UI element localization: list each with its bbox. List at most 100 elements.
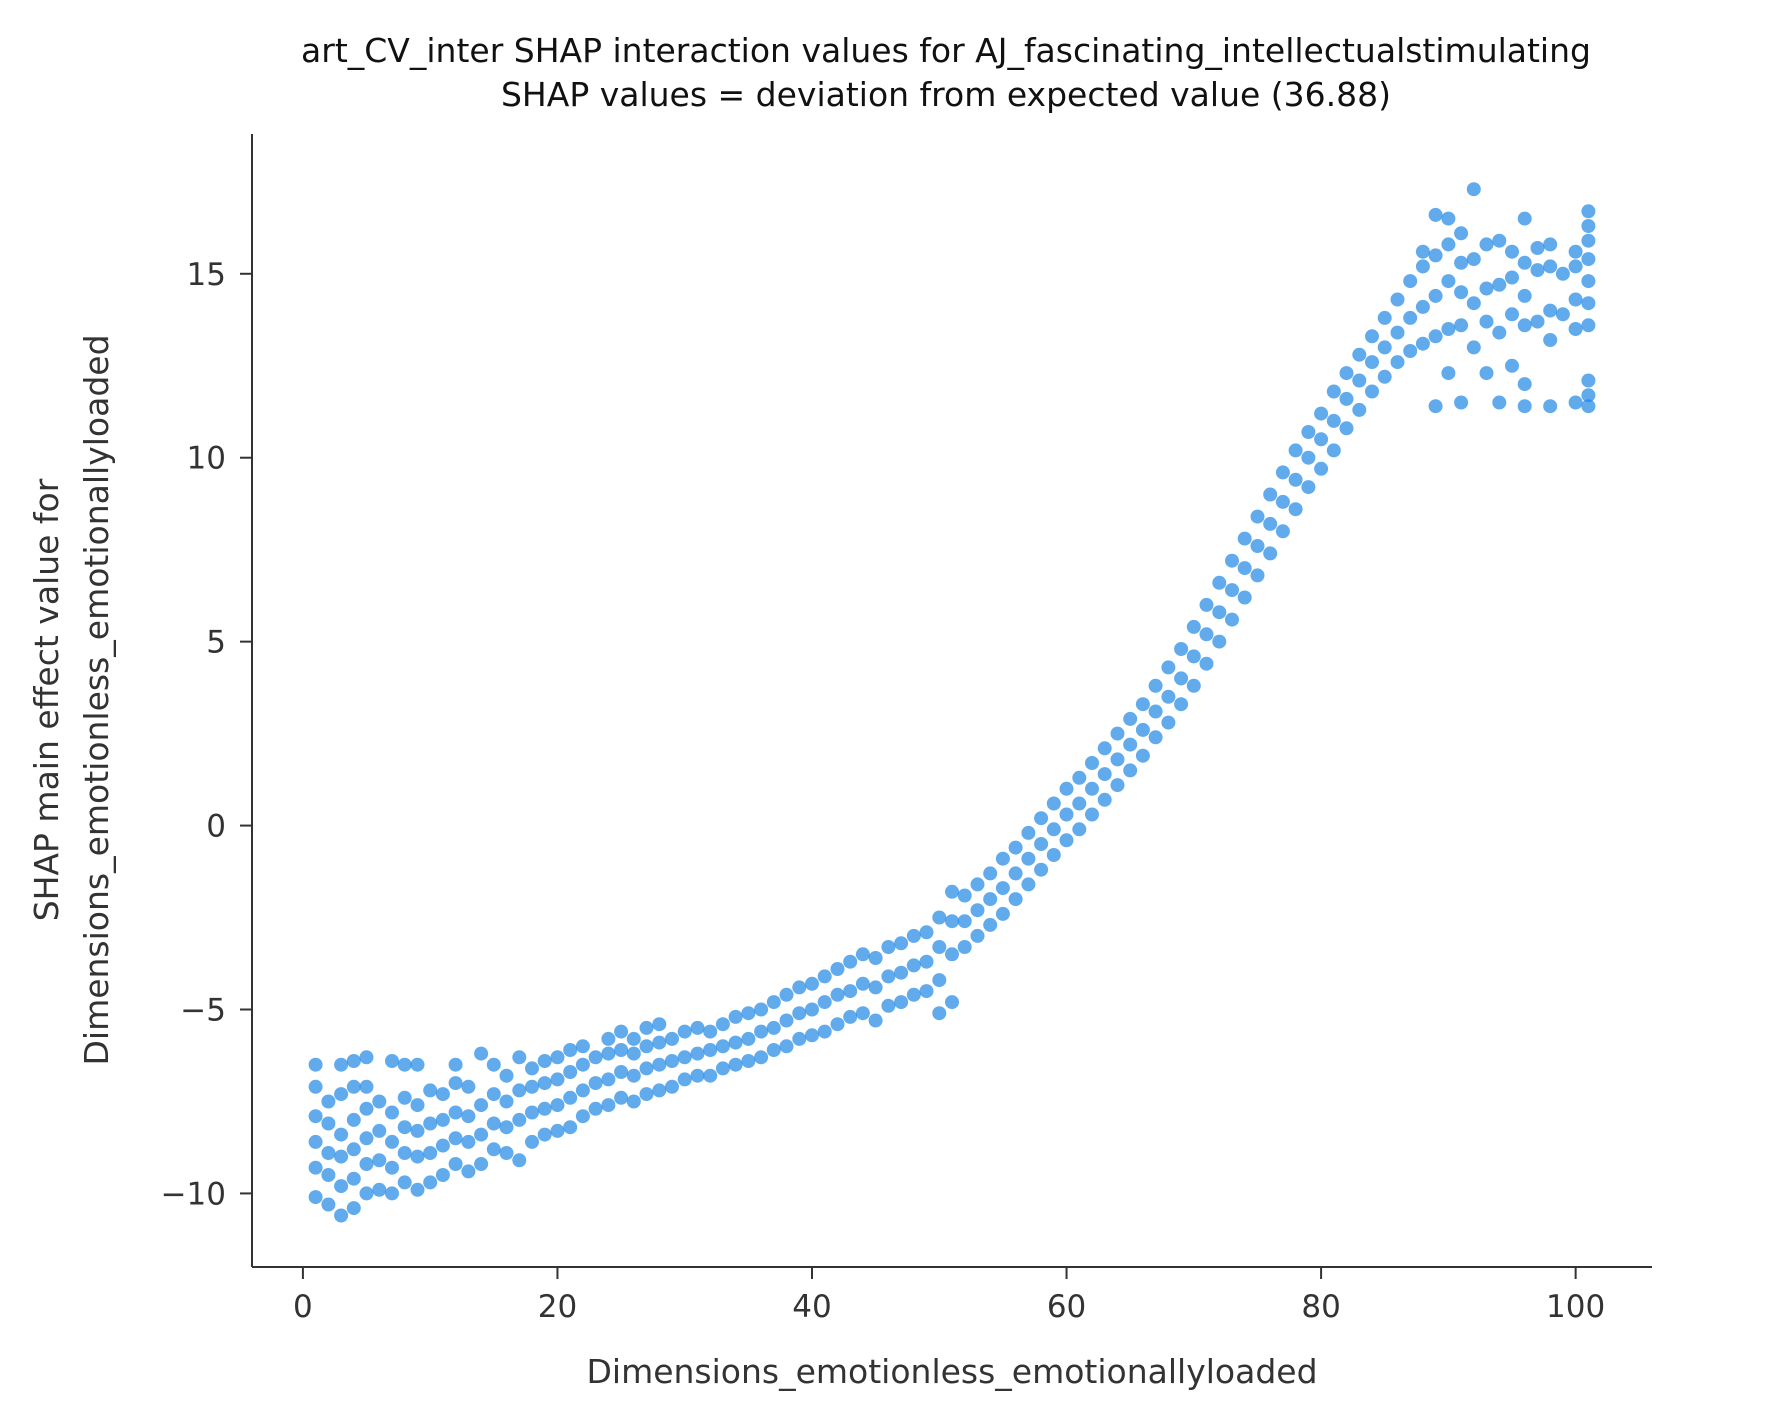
scatter-point xyxy=(690,1020,705,1035)
scatter-point xyxy=(1250,509,1265,524)
scatter-point xyxy=(741,1031,756,1046)
scatter-point xyxy=(385,1054,399,1068)
x-tick-label: 80 xyxy=(1301,1289,1340,1325)
scatter-point xyxy=(766,1043,781,1057)
scatter-point xyxy=(1339,366,1354,381)
scatter-point xyxy=(423,1146,438,1160)
scatter-point xyxy=(1339,421,1354,436)
scatter-point xyxy=(1072,822,1087,837)
scatter-point xyxy=(1021,851,1036,866)
scatter-point xyxy=(1326,413,1341,428)
scatter-point xyxy=(1441,211,1456,226)
scatter-point xyxy=(1212,605,1227,620)
scatter-point xyxy=(690,1068,705,1083)
scatter-point xyxy=(1479,281,1494,296)
scatter-point xyxy=(461,1109,476,1124)
scatter-point xyxy=(919,925,934,940)
scatter-point xyxy=(983,892,998,907)
scatter-point xyxy=(1275,494,1290,509)
scatter-point xyxy=(1097,741,1112,756)
y-tick-label: −5 xyxy=(180,993,226,1029)
scatter-point xyxy=(385,1186,399,1201)
scatter-point xyxy=(1403,344,1418,358)
scatter-point xyxy=(1403,274,1418,289)
scatter-point xyxy=(359,1157,374,1171)
scatter-point xyxy=(1403,310,1418,325)
scatter-point xyxy=(563,1065,578,1079)
scatter-point xyxy=(1237,561,1252,576)
chart-subtitle: SHAP values = deviation from expected va… xyxy=(501,75,1391,114)
scatter-point xyxy=(461,1164,476,1179)
y-axis-ticks: −10 −5 0 5 10 15 xyxy=(161,257,252,1212)
scatter-point xyxy=(1263,546,1278,561)
scatter-point xyxy=(945,995,959,1010)
scatter-point xyxy=(1441,322,1456,336)
scatter-point xyxy=(995,851,1010,866)
scatter-point xyxy=(1517,377,1532,392)
scatter-point xyxy=(779,987,794,1002)
scatter-point xyxy=(1008,892,1023,907)
scatter-point xyxy=(1454,285,1469,300)
scatter-point xyxy=(486,1057,501,1072)
scatter-point xyxy=(957,888,972,903)
y-axis-label-line-1: SHAP main effect value for xyxy=(27,478,66,921)
scatter-point xyxy=(1454,395,1469,410)
scatter-point xyxy=(1543,303,1558,318)
scatter-point xyxy=(843,954,858,969)
scatter-point xyxy=(1428,399,1443,414)
scatter-point xyxy=(372,1153,387,1168)
scatter-point xyxy=(1581,296,1596,311)
scatter-point xyxy=(410,1123,425,1138)
scatter-point xyxy=(563,1043,578,1057)
scatter-point xyxy=(817,1024,832,1039)
scatter-point xyxy=(932,940,947,954)
scatter-point xyxy=(1339,391,1354,406)
scatter-point xyxy=(1390,325,1405,340)
scatter-point xyxy=(1428,329,1443,344)
scatter-point xyxy=(766,995,781,1010)
scatter-point xyxy=(970,877,985,892)
scatter-point xyxy=(385,1160,399,1175)
scatter-point xyxy=(728,1035,743,1050)
scatter-point xyxy=(703,1043,718,1057)
scatter-point xyxy=(525,1105,539,1120)
scatter-point xyxy=(805,1002,819,1017)
scatter-point xyxy=(575,1109,590,1124)
scatter-point xyxy=(359,1079,374,1094)
scatter-point xyxy=(588,1076,603,1091)
scatter-point xyxy=(1415,259,1430,274)
scatter-point xyxy=(308,1134,323,1149)
scatter-point xyxy=(372,1094,387,1109)
scatter-point xyxy=(754,1050,769,1065)
scatter-point xyxy=(1568,259,1583,274)
scatter-point xyxy=(690,1046,705,1061)
scatter-point xyxy=(448,1105,463,1120)
scatter-point xyxy=(435,1138,450,1153)
scatter-point xyxy=(1428,248,1443,263)
scatter-point xyxy=(1199,627,1214,642)
scatter-point xyxy=(1365,329,1379,344)
scatter-point xyxy=(1275,524,1290,539)
scatter-point xyxy=(1301,425,1316,439)
scatter-point xyxy=(665,1079,679,1094)
scatter-point xyxy=(346,1079,361,1094)
scatter-point xyxy=(359,1101,374,1116)
scatter-point xyxy=(626,1068,641,1083)
scatter-point xyxy=(499,1068,514,1083)
scatter-point xyxy=(1581,233,1596,248)
scatter-point xyxy=(932,973,947,988)
scatter-point xyxy=(779,1013,794,1028)
scatter-point xyxy=(308,1057,323,1072)
scatter-point xyxy=(1505,270,1519,285)
scatter-point xyxy=(792,980,807,995)
scatter-point xyxy=(1110,752,1125,767)
scatter-point xyxy=(1034,811,1049,826)
scatter-point xyxy=(754,1002,769,1017)
scatter-point xyxy=(1314,461,1329,476)
scatter-point xyxy=(1479,237,1494,252)
scatter-point xyxy=(932,1006,947,1021)
scatter-point xyxy=(652,1057,667,1072)
scatter-point xyxy=(563,1120,578,1135)
scatter-point xyxy=(1008,840,1023,855)
scatter-point xyxy=(906,928,921,943)
